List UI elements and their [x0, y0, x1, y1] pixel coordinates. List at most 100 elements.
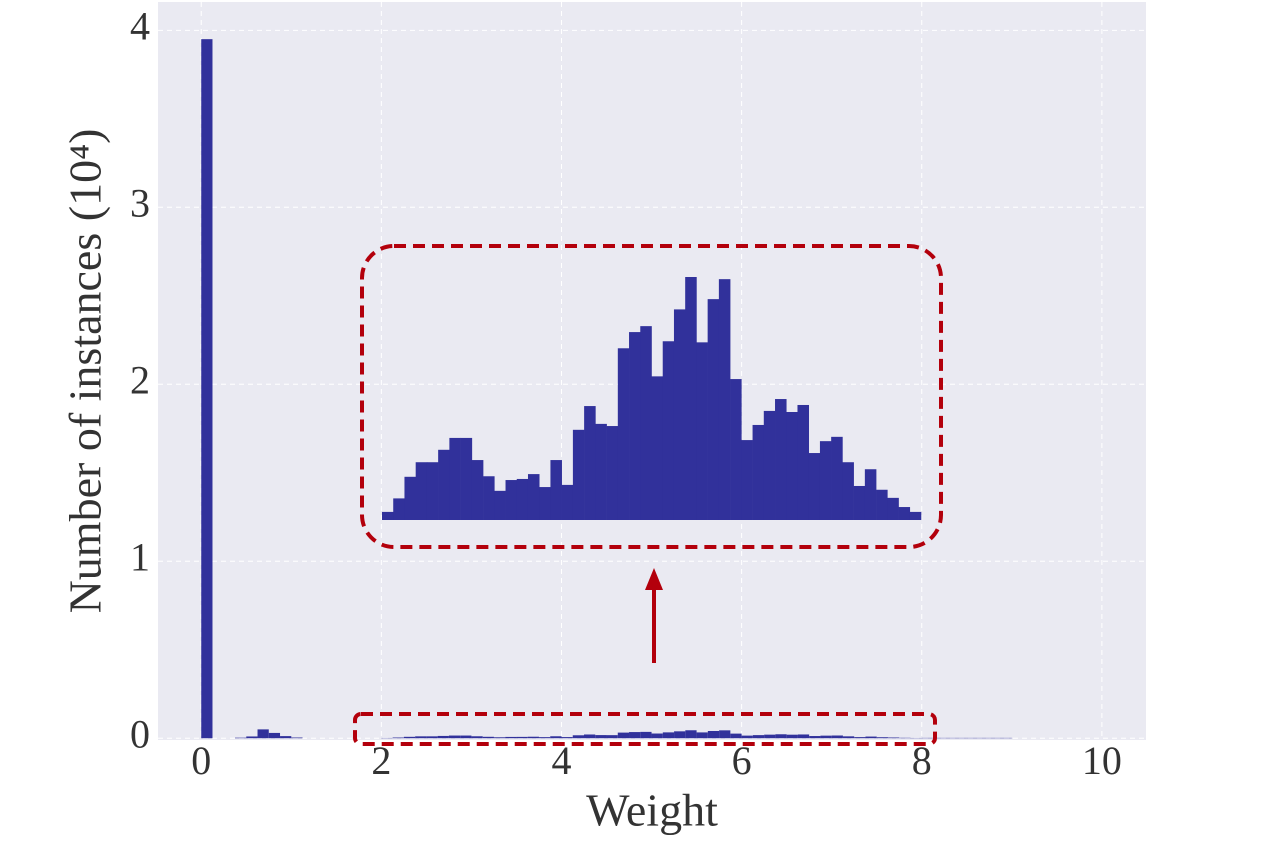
inset-bar — [786, 412, 798, 520]
inset-bar — [741, 440, 753, 520]
inset-bar — [909, 511, 922, 520]
bar — [538, 737, 551, 739]
bar — [246, 736, 258, 739]
bar — [584, 734, 596, 739]
x-axis-label: Weight — [586, 785, 718, 836]
bar — [516, 736, 528, 739]
inset-bar — [819, 441, 832, 520]
bar — [887, 737, 900, 739]
bar — [606, 735, 618, 739]
inset-bar — [561, 484, 574, 520]
inset-bar — [584, 406, 596, 520]
bar — [460, 735, 472, 739]
bar — [674, 731, 686, 739]
inset-bar — [527, 474, 540, 520]
x-tick-label: 8 — [912, 738, 932, 783]
bar — [505, 736, 517, 739]
bar — [764, 734, 776, 739]
bar — [797, 734, 810, 739]
bar — [437, 735, 449, 739]
x-tick-label: 2 — [371, 738, 391, 783]
inset-bar — [887, 497, 899, 520]
y-tick-label: 3 — [130, 180, 150, 225]
inset-bar — [775, 399, 787, 520]
bar — [651, 733, 663, 739]
inset-bar — [797, 404, 810, 520]
bar — [426, 736, 438, 739]
bar — [809, 736, 821, 739]
y-axis-label: Number of instances (10⁴) — [60, 129, 111, 614]
bar — [561, 737, 573, 739]
inset-bar — [651, 376, 664, 520]
inset-bar — [516, 478, 529, 520]
inset-bar — [617, 348, 630, 520]
bar — [482, 736, 494, 739]
bar — [268, 732, 281, 739]
bar — [527, 736, 539, 739]
bar — [730, 733, 742, 739]
bar — [572, 735, 585, 739]
bar — [786, 734, 798, 739]
bar — [257, 729, 269, 739]
bar — [696, 732, 708, 739]
inset-bar — [415, 462, 428, 520]
bar — [595, 735, 607, 739]
inset-bar — [393, 498, 405, 520]
inset-bar — [595, 423, 607, 520]
y-tick-label: 2 — [130, 357, 150, 402]
bar — [550, 736, 562, 739]
bar — [741, 735, 753, 739]
bar — [876, 737, 888, 739]
bar — [629, 732, 641, 739]
bar — [854, 737, 866, 739]
bar — [403, 736, 416, 739]
inset-bar — [707, 299, 720, 520]
bar — [280, 736, 292, 739]
inset-bar — [640, 326, 652, 520]
inset-bar — [426, 462, 439, 520]
inset-bar — [673, 309, 686, 520]
bar — [471, 736, 483, 739]
bar — [707, 730, 720, 739]
inset-bar — [629, 332, 641, 520]
inset-bar — [606, 426, 619, 520]
x-tick-label: 6 — [732, 738, 752, 783]
x-tick-label: 0 — [191, 738, 211, 783]
inset-bar — [864, 469, 877, 520]
arrow-head — [645, 568, 663, 590]
y-tick-label: 1 — [130, 534, 150, 579]
inset-bar — [898, 507, 911, 520]
inset-bar — [730, 379, 742, 520]
bar — [617, 732, 630, 739]
inset-bar — [685, 277, 697, 520]
inset-bar — [831, 436, 843, 520]
bar — [752, 735, 765, 739]
inset-bar — [471, 460, 484, 520]
bar — [775, 734, 787, 739]
y-tick-label: 0 — [130, 711, 150, 756]
bar — [392, 737, 404, 739]
inset-bar — [876, 489, 888, 520]
inset-bar — [842, 462, 854, 520]
inset-bar — [808, 453, 821, 520]
bar — [842, 736, 855, 739]
inset-bar — [752, 424, 765, 520]
bar — [831, 735, 843, 739]
inset-bar — [662, 341, 675, 520]
inset-bar — [550, 460, 562, 520]
inset-bar — [382, 511, 394, 520]
inset-bar — [404, 476, 416, 520]
inset-bar — [494, 490, 506, 520]
inset-bar — [853, 485, 866, 520]
inset-bar — [505, 480, 518, 520]
bar — [235, 737, 247, 739]
inset-bar — [718, 279, 731, 520]
bar — [291, 737, 303, 739]
inset-bar — [460, 437, 473, 520]
zoom-inset-frame — [360, 244, 943, 549]
x-tick-label: 10 — [1082, 738, 1122, 783]
inset-bar — [572, 429, 585, 520]
inset-bar — [483, 476, 495, 520]
inset-bar — [696, 342, 708, 520]
